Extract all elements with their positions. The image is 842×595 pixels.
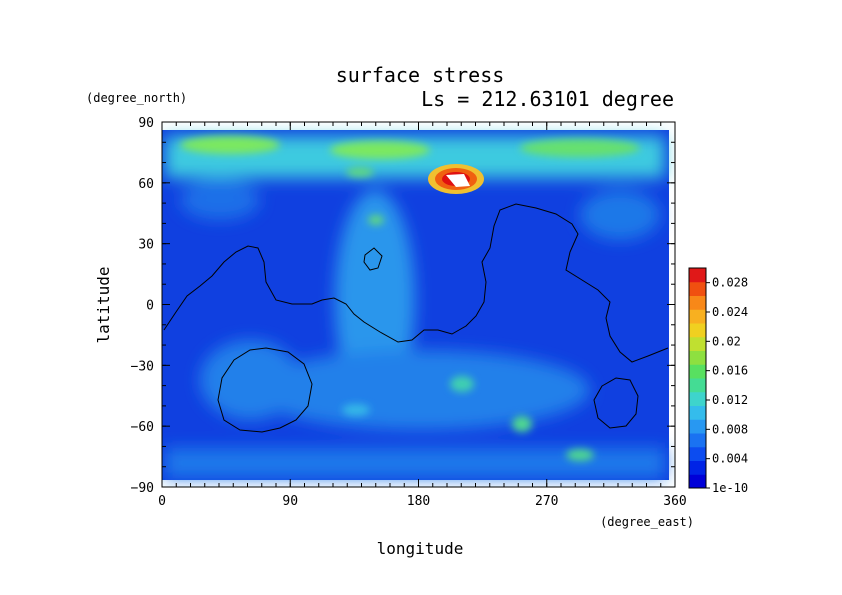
colorbar-tick-label: 0.004 <box>712 452 748 466</box>
y-unit-label: (degree_north) <box>86 91 187 105</box>
colorbar-segment <box>689 350 706 365</box>
colorbar-segment <box>689 460 706 475</box>
colorbar-segment <box>689 295 706 310</box>
y-tick-label: −90 <box>131 481 154 496</box>
colorbar-tick-label: 1e-10 <box>712 481 748 495</box>
colorbar-tick-label: 0.008 <box>712 422 748 436</box>
colorbar-segment <box>689 378 706 393</box>
contour-lines <box>163 203 669 433</box>
y-axis-label: latitude <box>94 266 113 343</box>
colorbar-segment <box>689 419 706 434</box>
x-unit-label: (degree_east) <box>600 515 694 529</box>
colorbar-tick-label: 0.02 <box>712 334 741 348</box>
colorbar-segment <box>689 405 706 420</box>
x-tick-label: 0 <box>158 494 166 509</box>
y-axis: 90 60 30 0 −30 −60 −90 <box>131 116 675 496</box>
colorbar-segment <box>689 364 706 379</box>
colorbar-tick-label: 0.012 <box>712 393 748 407</box>
chart-subtitle: Ls = 212.63101 degree <box>421 87 674 111</box>
chart-title: surface stress <box>336 63 505 87</box>
colorbar-segment <box>689 309 706 324</box>
colorbar-tick-label: 0.028 <box>712 276 748 290</box>
heatmap-field <box>162 122 675 487</box>
y-tick-label: 90 <box>138 116 154 131</box>
colorbar-segment <box>689 268 706 283</box>
x-tick-label: 270 <box>535 494 558 509</box>
y-tick-label: 30 <box>138 238 154 253</box>
colorbar-tick-label: 0.016 <box>712 364 748 378</box>
x-tick-label: 90 <box>282 494 298 509</box>
colorbar-frame <box>688 267 707 489</box>
x-axis-label: longitude <box>377 539 464 558</box>
colorbar-segment <box>689 391 706 406</box>
y-tick-label: 60 <box>138 177 154 192</box>
x-tick-label: 180 <box>407 494 430 509</box>
colorbar-tick-label: 0.024 <box>712 305 748 319</box>
colorbar-segment <box>689 474 706 489</box>
colorbar-segment <box>689 433 706 448</box>
x-axis: 0 90 180 270 360 <box>158 122 687 509</box>
colorbar-segment <box>689 446 706 461</box>
colorbar-segment <box>689 336 706 351</box>
colorbar: 1e-10 0.004 0.008 0.012 0.016 0.02 0.024 0.028 <box>688 267 748 495</box>
colorbar-segment <box>689 323 706 338</box>
y-tick-label: −60 <box>131 420 154 435</box>
y-tick-label: 0 <box>146 299 154 314</box>
x-tick-label: 360 <box>663 494 686 509</box>
colorbar-segment <box>689 281 706 296</box>
y-tick-label: −30 <box>131 359 154 374</box>
